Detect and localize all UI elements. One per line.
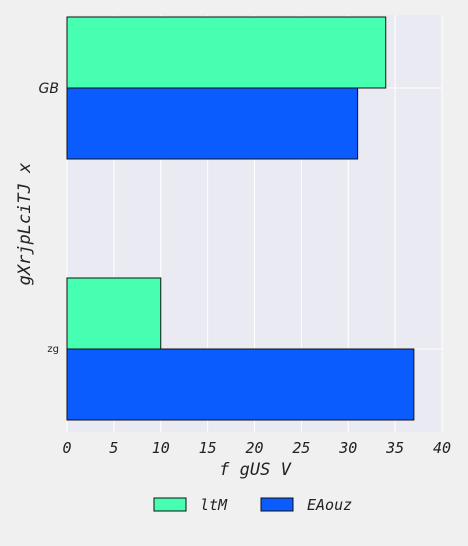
bar-EAouz-zg [66,348,415,421]
x-axis-label: f gUS V [219,460,291,480]
legend-swatch-EAouz [260,497,294,512]
legend: ltM EAouz [153,496,352,514]
x-tick-label: 35 [385,439,404,457]
x-tick-label: 40 [433,439,451,457]
x-tick-label: 15 [199,439,217,457]
bar-ltM-GB [66,16,387,89]
x-tick-label: 0 [62,439,71,457]
x-tick-label: 20 [245,439,263,457]
y-tick-label: zg [47,344,59,355]
x-tick-label: 10 [152,439,170,457]
x-tick-label: 30 [338,439,357,457]
legend-label-ltM: ltM [200,496,228,514]
bar-ltM-zg [66,277,162,350]
y-tick-label: GB [39,81,59,97]
x-tick-label: 25 [292,439,310,457]
bar-EAouz-GB [66,87,359,160]
x-tick-label: 5 [109,439,118,457]
y-axis-label: gXrjpLciTJ x [15,162,35,286]
legend-swatch-ltM [153,497,187,512]
legend-label-EAouz: EAouz [307,496,352,514]
